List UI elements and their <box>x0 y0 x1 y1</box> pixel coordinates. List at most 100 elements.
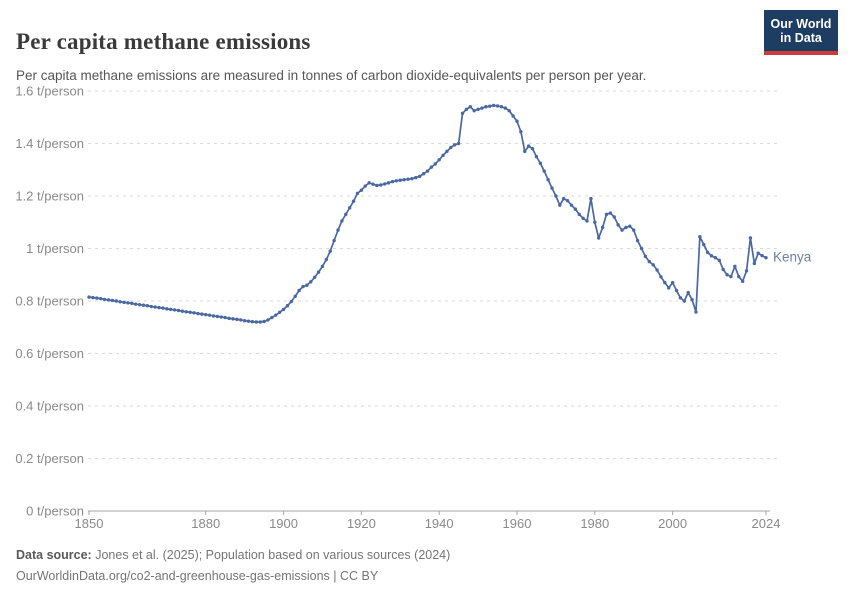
series-point[interactable] <box>663 280 667 285</box>
series-point[interactable] <box>449 145 453 150</box>
series-point[interactable] <box>480 106 484 110</box>
series-point[interactable] <box>192 311 196 315</box>
series-point[interactable] <box>223 315 227 320</box>
series-point[interactable] <box>332 238 336 243</box>
series-point[interactable] <box>363 184 367 188</box>
series-point[interactable] <box>441 153 445 158</box>
series-point[interactable] <box>141 303 146 307</box>
series-point[interactable] <box>157 305 161 310</box>
series-point[interactable] <box>196 311 200 316</box>
series-point[interactable] <box>581 216 585 221</box>
series-point[interactable] <box>95 296 99 300</box>
series-point[interactable] <box>495 104 500 108</box>
series-point[interactable] <box>534 154 539 159</box>
series-point[interactable] <box>561 196 566 201</box>
series-point[interactable] <box>309 280 313 284</box>
series-point[interactable] <box>425 169 430 173</box>
series-point[interactable] <box>484 105 488 109</box>
series-point[interactable] <box>678 296 683 300</box>
series-point[interactable] <box>612 215 616 219</box>
series-point[interactable] <box>87 295 91 299</box>
series-point[interactable] <box>235 317 239 322</box>
owid-logo[interactable]: Our World in Data <box>764 10 838 55</box>
series-point[interactable] <box>418 174 422 179</box>
series-point[interactable] <box>118 300 122 304</box>
series-point[interactable] <box>102 297 107 302</box>
series-point[interactable] <box>98 296 103 301</box>
series-point[interactable] <box>207 313 212 317</box>
series-point[interactable] <box>733 264 737 269</box>
series-point[interactable] <box>667 286 671 290</box>
series-point[interactable] <box>593 220 597 224</box>
series-point[interactable] <box>336 228 340 232</box>
series-point[interactable] <box>429 165 434 169</box>
series-point[interactable] <box>577 212 581 217</box>
series-point[interactable] <box>347 206 352 210</box>
series-point[interactable] <box>624 225 628 230</box>
series-point[interactable] <box>344 212 348 217</box>
series-point[interactable] <box>565 199 570 203</box>
series-point[interactable] <box>729 274 733 279</box>
series-point[interactable] <box>491 103 496 108</box>
series-point[interactable] <box>523 149 527 154</box>
series-point[interactable] <box>176 308 181 313</box>
series-point[interactable] <box>585 219 589 223</box>
series-point[interactable] <box>573 207 578 211</box>
series-point[interactable] <box>600 225 605 230</box>
series-point[interactable] <box>110 298 115 303</box>
series-point[interactable] <box>468 105 472 109</box>
series-point[interactable] <box>367 181 371 185</box>
series-point[interactable] <box>410 176 414 181</box>
series-point[interactable] <box>137 302 142 307</box>
series-point[interactable] <box>328 249 332 253</box>
series-point[interactable] <box>184 310 188 314</box>
series-point[interactable] <box>511 114 515 118</box>
series-point[interactable] <box>285 304 290 308</box>
series-point[interactable] <box>250 320 255 324</box>
series-point[interactable] <box>639 246 644 251</box>
series-label-kenya[interactable]: Kenya <box>773 250 812 265</box>
series-point[interactable] <box>266 318 270 322</box>
series-point[interactable] <box>386 181 391 185</box>
series-point[interactable] <box>713 255 718 260</box>
series-point[interactable] <box>239 318 243 322</box>
series-point[interactable] <box>161 306 165 310</box>
series-point[interactable] <box>312 275 317 280</box>
series-point[interactable] <box>149 304 153 309</box>
series-point[interactable] <box>433 162 437 166</box>
series-point[interactable] <box>133 302 138 306</box>
series-point[interactable] <box>231 317 235 321</box>
series-point[interactable] <box>460 111 465 116</box>
series-point[interactable] <box>760 253 764 258</box>
series-point[interactable] <box>635 238 640 243</box>
series-point[interactable] <box>305 283 309 287</box>
series-point[interactable] <box>351 199 356 203</box>
series-point[interactable] <box>464 107 469 112</box>
series-point[interactable] <box>106 298 111 302</box>
series-point[interactable] <box>503 106 508 110</box>
series-point[interactable] <box>686 290 690 295</box>
series-point[interactable] <box>258 320 262 324</box>
series-point[interactable] <box>554 194 558 198</box>
series-point[interactable] <box>320 264 325 269</box>
series-point[interactable] <box>406 177 410 181</box>
series-line-kenya[interactable] <box>88 104 767 323</box>
series-point[interactable] <box>526 144 531 148</box>
series-point[interactable] <box>569 203 574 207</box>
series-point[interactable] <box>421 171 426 176</box>
series-point[interactable] <box>507 108 511 113</box>
series-point[interactable] <box>651 263 655 267</box>
series-point[interactable] <box>390 179 395 184</box>
series-point[interactable] <box>324 257 329 262</box>
series-point[interactable] <box>690 297 694 302</box>
series-point[interactable] <box>620 228 624 232</box>
series-point[interactable] <box>682 299 686 303</box>
series-point[interactable] <box>219 315 223 319</box>
series-point[interactable] <box>515 119 519 123</box>
series-point[interactable] <box>200 312 204 316</box>
series-point[interactable] <box>628 224 632 228</box>
series-point[interactable] <box>262 319 266 324</box>
series-point[interactable] <box>655 268 659 272</box>
series-point[interactable] <box>608 211 613 215</box>
series-point[interactable] <box>359 188 364 192</box>
